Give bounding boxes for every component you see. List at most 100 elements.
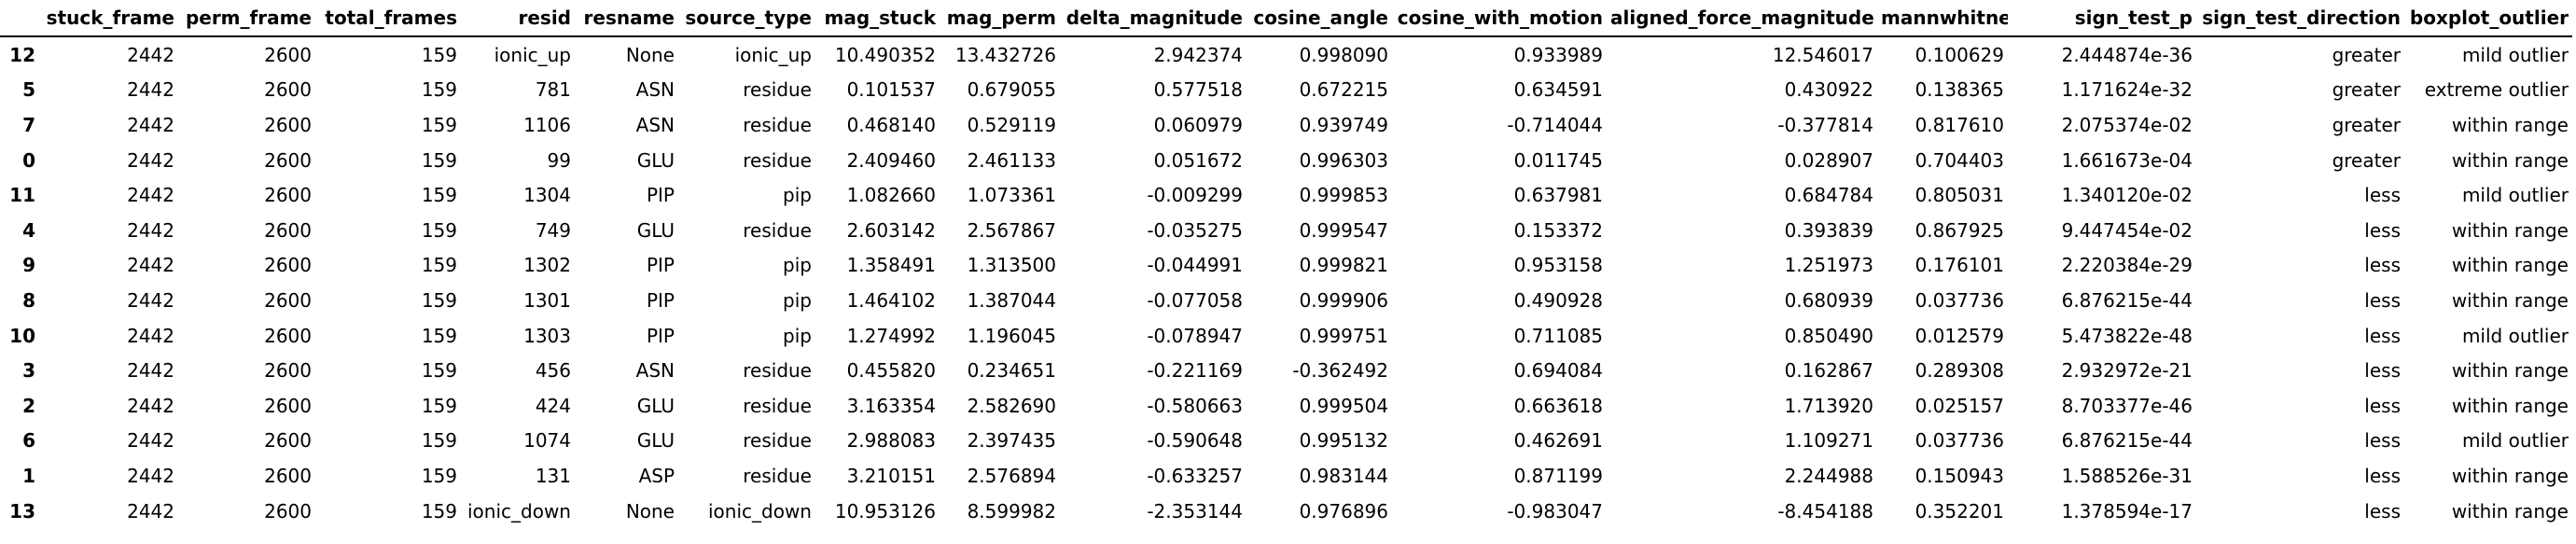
cell: 2600 bbox=[264, 43, 312, 66]
row-index: 1 bbox=[22, 464, 35, 487]
cell: 12.546017 bbox=[1772, 43, 1873, 66]
cell: ASN bbox=[635, 113, 675, 136]
cell: within range bbox=[2451, 464, 2569, 487]
cell: 2600 bbox=[264, 184, 312, 207]
cell: less bbox=[2364, 324, 2401, 347]
cell: ASN bbox=[635, 359, 675, 383]
cell: residue bbox=[743, 464, 812, 487]
cell: -0.590648 bbox=[1147, 429, 1243, 453]
column-header: total_frames bbox=[315, 0, 461, 37]
cell: 0.999906 bbox=[1299, 288, 1388, 312]
row-index: 9 bbox=[22, 254, 35, 277]
cell: 2600 bbox=[264, 394, 312, 417]
cell: 2442 bbox=[127, 43, 174, 66]
cell: 131 bbox=[535, 464, 571, 487]
cell: 456 bbox=[535, 359, 571, 383]
cell: 2442 bbox=[127, 464, 174, 487]
cell: 0.634591 bbox=[1513, 78, 1603, 102]
cell: 0.529119 bbox=[967, 113, 1056, 136]
cell: residue bbox=[743, 218, 812, 242]
cell: 10.953126 bbox=[834, 499, 936, 523]
cell: 2.409460 bbox=[846, 148, 936, 172]
cell: 2.932972e-21 bbox=[2061, 359, 2193, 383]
column-header: mannwhitney_p bbox=[1877, 0, 2008, 37]
cell: GLU bbox=[636, 218, 675, 242]
row-index: 7 bbox=[22, 113, 35, 136]
cell: 2442 bbox=[127, 184, 174, 207]
cell: less bbox=[2364, 218, 2401, 242]
cell: residue bbox=[743, 429, 812, 453]
cell: 0.999853 bbox=[1299, 184, 1388, 207]
cell: 0.430922 bbox=[1784, 78, 1873, 102]
cell: None bbox=[625, 499, 675, 523]
cell: 749 bbox=[535, 218, 571, 242]
cell: GLU bbox=[636, 394, 675, 417]
cell: mild outlier bbox=[2461, 324, 2569, 347]
table-row: 4 2442 2600 159 749 GLU residue 2.603142 2.56786… bbox=[0, 213, 2572, 248]
cell: less bbox=[2364, 499, 2401, 523]
cell: 0.953158 bbox=[1513, 254, 1603, 277]
cell: 159 bbox=[421, 254, 457, 277]
cell: PIP bbox=[646, 324, 675, 347]
cell: within range bbox=[2451, 113, 2569, 136]
cell: 6.876215e-44 bbox=[2061, 288, 2193, 312]
cell: 1.387044 bbox=[967, 288, 1056, 312]
cell: 2.397435 bbox=[967, 429, 1056, 453]
cell: 159 bbox=[421, 113, 457, 136]
table-row: 6 2442 2600 159 1074 GLU residue 2.988083 2.3974… bbox=[0, 424, 2572, 459]
row-index: 8 bbox=[22, 288, 35, 312]
column-header: aligned_force_magnitude bbox=[1607, 0, 1877, 37]
cell: 2442 bbox=[127, 218, 174, 242]
cell: 2600 bbox=[264, 148, 312, 172]
cell: 1.661673e-04 bbox=[2061, 148, 2193, 172]
row-index: 13 bbox=[9, 499, 35, 523]
cell: -0.077058 bbox=[1147, 288, 1243, 312]
cell: 2.582690 bbox=[967, 394, 1056, 417]
cell: PIP bbox=[646, 288, 675, 312]
cell: 0.037736 bbox=[1915, 288, 2004, 312]
table-row: 8 2442 2600 159 1301 PIP pip 1.464102 1.387044 -0… bbox=[0, 283, 2572, 318]
cell: 1.196045 bbox=[967, 324, 1056, 347]
cell: 2.576894 bbox=[967, 464, 1056, 487]
cell: PIP bbox=[646, 184, 675, 207]
cell: 1.464102 bbox=[846, 288, 936, 312]
cell: -8.454188 bbox=[1777, 499, 1873, 523]
cell: 1106 bbox=[523, 113, 571, 136]
cell: pip bbox=[783, 184, 812, 207]
cell: 159 bbox=[421, 148, 457, 172]
cell: mild outlier bbox=[2461, 184, 2569, 207]
cell: 2600 bbox=[264, 359, 312, 383]
cell: 0.393839 bbox=[1784, 218, 1873, 242]
cell: residue bbox=[743, 394, 812, 417]
cell: 0.012579 bbox=[1915, 324, 2004, 347]
cell: -0.983047 bbox=[1507, 499, 1603, 523]
cell: 424 bbox=[535, 394, 571, 417]
cell: 1.073361 bbox=[967, 184, 1056, 207]
cell: 0.468140 bbox=[846, 113, 936, 136]
cell: 2442 bbox=[127, 394, 174, 417]
cell: 159 bbox=[421, 359, 457, 383]
cell: 9.447454e-02 bbox=[2061, 218, 2193, 242]
table-row: 5 2442 2600 159 781 ASN residue 0.101537 0.67905… bbox=[0, 73, 2572, 108]
cell: 0.939749 bbox=[1299, 113, 1388, 136]
cell: 1304 bbox=[523, 184, 571, 207]
cell: 0.462691 bbox=[1513, 429, 1603, 453]
cell: 159 bbox=[421, 43, 457, 66]
column-header: sign_test_direction bbox=[2196, 0, 2404, 37]
cell: less bbox=[2364, 464, 2401, 487]
table-body: 12 2442 2600 159 ionic_up None ionic_up 10.4903… bbox=[0, 36, 2572, 528]
cell: -2.353144 bbox=[1147, 499, 1243, 523]
cell: 2.567867 bbox=[967, 218, 1056, 242]
cell: ionic_up bbox=[494, 43, 571, 66]
column-header: resid bbox=[461, 0, 575, 37]
cell: 2600 bbox=[264, 113, 312, 136]
cell: 159 bbox=[421, 288, 457, 312]
cell: GLU bbox=[636, 429, 675, 453]
cell: 1.251973 bbox=[1784, 254, 1873, 277]
cell: 0.817610 bbox=[1915, 113, 2004, 136]
cell: 0.996303 bbox=[1299, 148, 1388, 172]
cell: -0.633257 bbox=[1147, 464, 1243, 487]
cell: 2.988083 bbox=[846, 429, 936, 453]
row-index: 4 bbox=[22, 218, 35, 242]
